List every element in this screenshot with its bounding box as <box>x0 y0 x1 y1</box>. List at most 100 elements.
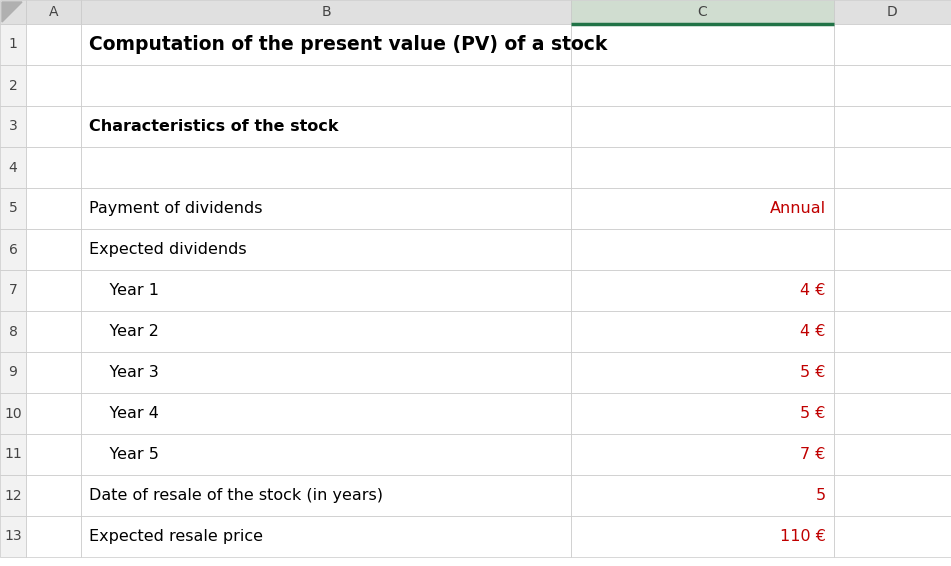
Text: Annual: Annual <box>770 201 826 216</box>
Bar <box>26 352 81 393</box>
Bar <box>81 24 571 65</box>
Text: Year 4: Year 4 <box>89 406 159 421</box>
Bar <box>834 434 951 475</box>
Text: 4 €: 4 € <box>801 283 826 298</box>
Text: Year 5: Year 5 <box>89 447 159 462</box>
Bar <box>81 352 571 393</box>
Text: 5: 5 <box>816 488 826 503</box>
Bar <box>834 516 951 557</box>
Bar <box>26 516 81 557</box>
Text: 8: 8 <box>9 324 17 338</box>
Bar <box>0 434 26 475</box>
Bar <box>81 393 571 434</box>
Text: Date of resale of the stock (in years): Date of resale of the stock (in years) <box>89 488 383 503</box>
Text: 4 €: 4 € <box>801 324 826 339</box>
Text: A: A <box>49 5 58 19</box>
Bar <box>0 65 26 106</box>
Text: 2: 2 <box>9 79 17 92</box>
Bar <box>571 65 834 106</box>
Text: 4: 4 <box>9 161 17 174</box>
Bar <box>0 475 26 516</box>
Bar <box>834 147 951 188</box>
Bar <box>26 106 81 147</box>
Bar <box>26 311 81 352</box>
Text: Computation of the present value (PV) of a stock: Computation of the present value (PV) of… <box>89 35 608 54</box>
Text: C: C <box>698 5 708 19</box>
Text: D: D <box>887 5 898 19</box>
Bar <box>0 188 26 229</box>
Bar <box>0 311 26 352</box>
Bar <box>81 106 571 147</box>
Bar <box>0 229 26 270</box>
Bar <box>834 393 951 434</box>
Text: Expected resale price: Expected resale price <box>89 529 263 544</box>
Bar <box>26 270 81 311</box>
Bar <box>571 393 834 434</box>
Bar <box>571 516 834 557</box>
Bar <box>81 270 571 311</box>
Bar <box>571 311 834 352</box>
Bar <box>0 24 26 65</box>
Text: 6: 6 <box>9 242 17 256</box>
Bar <box>571 0 834 24</box>
Text: 1: 1 <box>9 37 17 52</box>
Bar <box>81 311 571 352</box>
Text: 10: 10 <box>4 406 22 421</box>
Bar <box>81 188 571 229</box>
Bar <box>81 434 571 475</box>
Text: 110 €: 110 € <box>780 529 826 544</box>
Bar <box>26 147 81 188</box>
Text: 5 €: 5 € <box>801 365 826 380</box>
Text: Payment of dividends: Payment of dividends <box>89 201 262 216</box>
Text: Year 2: Year 2 <box>89 324 159 339</box>
Bar <box>571 106 834 147</box>
Bar <box>834 270 951 311</box>
Text: 13: 13 <box>4 530 22 543</box>
Bar <box>0 106 26 147</box>
Text: 9: 9 <box>9 366 17 379</box>
Bar <box>571 475 834 516</box>
Text: 12: 12 <box>4 488 22 503</box>
Bar <box>834 352 951 393</box>
Text: Year 3: Year 3 <box>89 365 159 380</box>
Text: B: B <box>321 5 331 19</box>
Bar <box>834 229 951 270</box>
Bar <box>0 393 26 434</box>
Bar <box>0 147 26 188</box>
Bar <box>571 229 834 270</box>
Text: 7: 7 <box>9 284 17 298</box>
Bar <box>571 188 834 229</box>
Bar <box>81 229 571 270</box>
Bar <box>26 393 81 434</box>
Text: 7 €: 7 € <box>801 447 826 462</box>
Bar <box>0 270 26 311</box>
Text: 3: 3 <box>9 119 17 134</box>
Bar <box>26 0 81 24</box>
Bar <box>571 434 834 475</box>
Bar <box>834 106 951 147</box>
Bar <box>0 516 26 557</box>
Bar <box>834 0 951 24</box>
Bar <box>26 188 81 229</box>
Bar <box>834 65 951 106</box>
Polygon shape <box>2 2 22 22</box>
Bar <box>571 270 834 311</box>
Text: 5 €: 5 € <box>801 406 826 421</box>
Bar <box>0 0 26 24</box>
Bar <box>81 516 571 557</box>
Bar <box>26 475 81 516</box>
Text: Year 1: Year 1 <box>89 283 159 298</box>
Bar <box>571 24 834 65</box>
Bar <box>81 0 571 24</box>
Text: 11: 11 <box>4 448 22 461</box>
Bar <box>834 24 951 65</box>
Bar <box>571 147 834 188</box>
Text: 5: 5 <box>9 201 17 216</box>
Bar <box>26 65 81 106</box>
Bar <box>81 147 571 188</box>
Bar <box>26 229 81 270</box>
Bar <box>0 352 26 393</box>
Bar <box>26 24 81 65</box>
Bar <box>81 475 571 516</box>
Bar <box>571 352 834 393</box>
